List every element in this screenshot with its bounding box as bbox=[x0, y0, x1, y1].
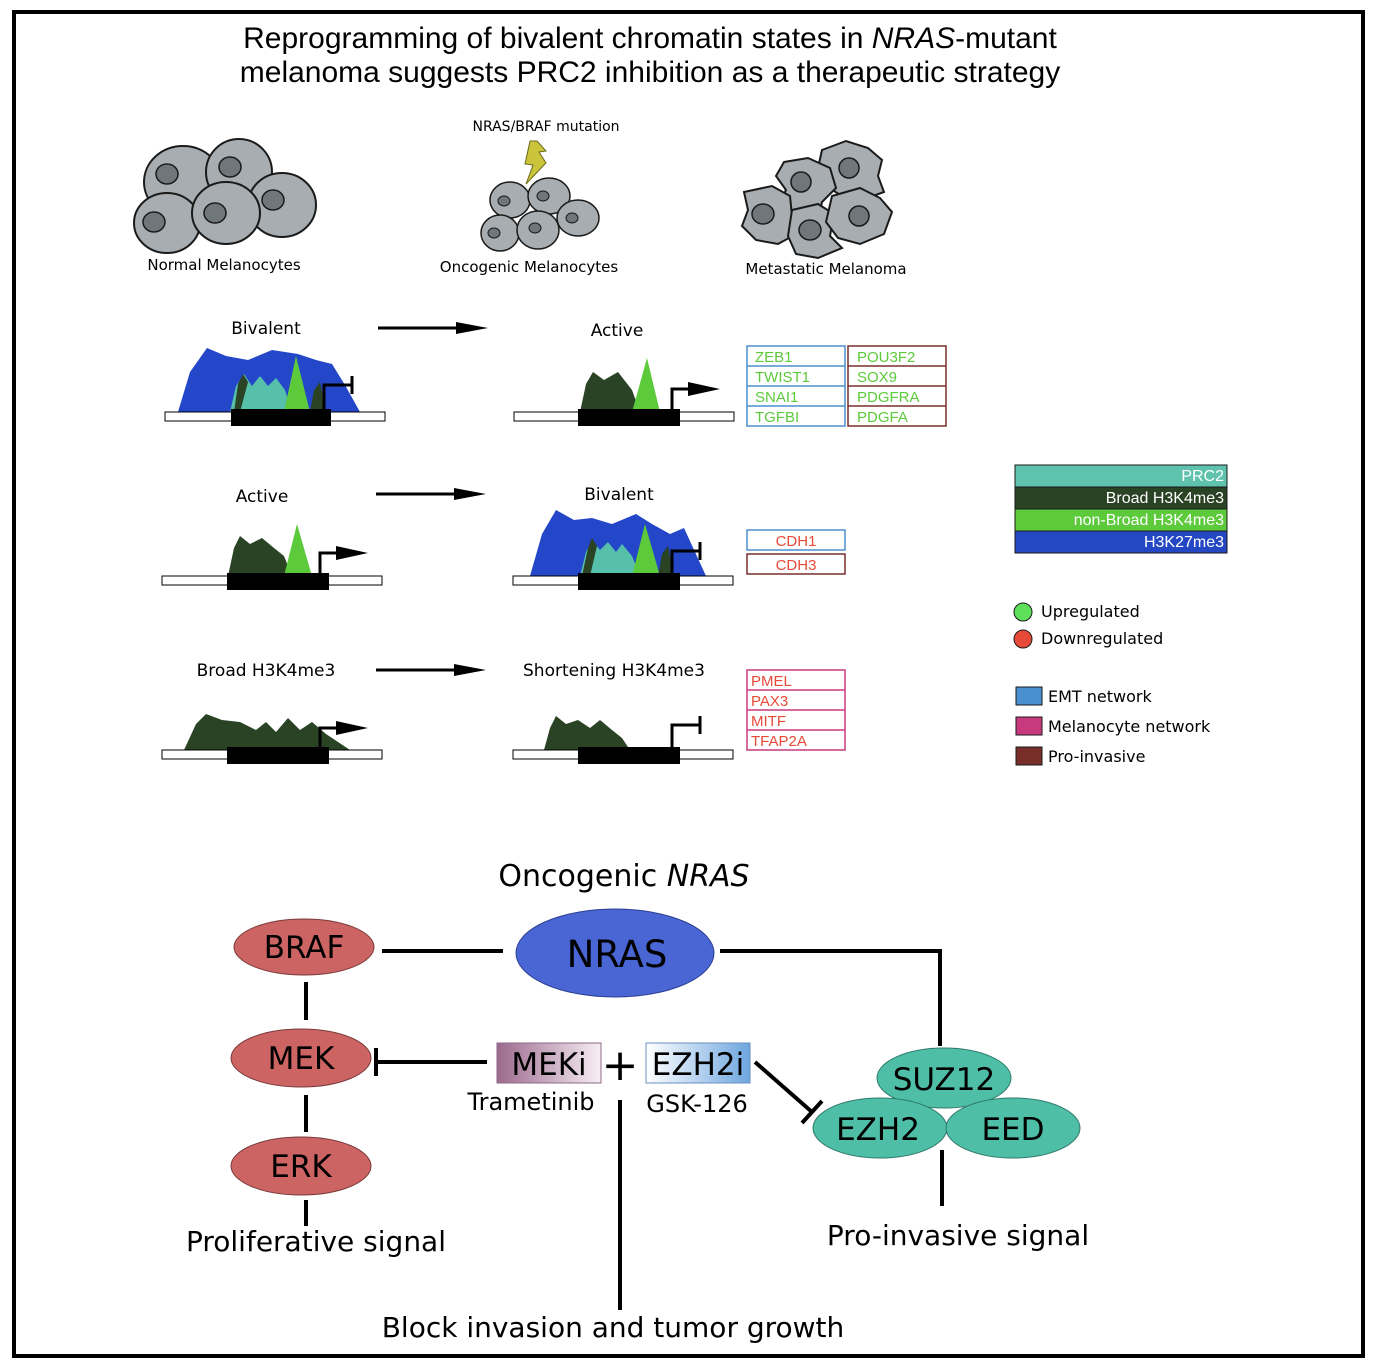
lightning-icon bbox=[524, 140, 547, 185]
normal-melanocytes-illustration bbox=[133, 138, 317, 254]
suz12-node bbox=[876, 1047, 1012, 1109]
metastatic-melanoma-label: Metastatic Melanoma bbox=[745, 260, 906, 278]
legend-regulation: Upregulated Downregulated bbox=[1013, 602, 1163, 649]
erk-node bbox=[230, 1136, 372, 1196]
row3-broad-locus bbox=[161, 714, 383, 764]
block-invasion-label: Block invasion and tumor growth bbox=[382, 1311, 845, 1344]
erk-label: ERK bbox=[270, 1149, 332, 1185]
pathway-header: Oncogenic NRAS bbox=[498, 859, 749, 894]
row3-shortening-locus bbox=[512, 716, 734, 764]
normal-nuclei bbox=[142, 156, 285, 233]
gene-cdh3: CDH3 bbox=[776, 557, 817, 574]
title-line-2: melanoma suggests PRC2 inhibition as a t… bbox=[240, 56, 1060, 89]
proliferative-signal-label: Proliferative signal bbox=[186, 1225, 446, 1258]
oncogenic-nuclei bbox=[487, 190, 579, 239]
row1-to-label: Active bbox=[591, 321, 644, 341]
mek-label: MEK bbox=[268, 1041, 335, 1077]
metastatic-nuclei bbox=[751, 157, 870, 241]
ezh2i-box bbox=[645, 1042, 751, 1084]
legend-broad-h3k4me3: Broad H3K4me3 bbox=[1106, 490, 1224, 507]
row3-arrow-head bbox=[454, 664, 486, 676]
gene-twist1: TWIST1 bbox=[755, 369, 810, 386]
nras-label: NRAS bbox=[567, 933, 668, 976]
gene-tgfbi: TGFBI bbox=[755, 409, 799, 426]
outer-frame bbox=[12, 10, 1365, 1358]
normal-melanocytes-label: Normal Melanocytes bbox=[147, 256, 300, 274]
ezh2-label: EZH2 bbox=[836, 1112, 920, 1148]
row1-arrow-head bbox=[456, 322, 488, 334]
row1-active-locus bbox=[513, 358, 735, 426]
plus-sign: + bbox=[602, 1040, 639, 1091]
eed-label: EED bbox=[981, 1112, 1044, 1148]
row3-gene-table-melanocyte: PMEL PAX3 MITF TFAP2A bbox=[746, 669, 846, 751]
braf-label: BRAF bbox=[264, 930, 345, 966]
row2-arrow-head bbox=[454, 488, 486, 500]
ezh2i-label: EZH2i bbox=[652, 1047, 744, 1083]
row1-from-label: Bivalent bbox=[231, 319, 301, 339]
row3-from-label: Broad H3K4me3 bbox=[197, 661, 336, 681]
legend-non-broad-h3k4me3: non-Broad H3K4me3 bbox=[1074, 512, 1224, 529]
proinvasive-swatch bbox=[1015, 746, 1043, 766]
legend-prc2: PRC2 bbox=[1181, 468, 1224, 485]
braf-node bbox=[233, 918, 375, 976]
gene-pou3f2: POU3F2 bbox=[857, 349, 915, 366]
nras-node bbox=[515, 908, 715, 998]
suz12-label: SUZ12 bbox=[893, 1062, 996, 1098]
row2-active-locus bbox=[161, 524, 383, 590]
legend-upregulated: Upregulated bbox=[1041, 602, 1140, 621]
legend-networks: EMT network Melanocyte network Pro-invas… bbox=[1015, 686, 1211, 766]
proinvasive-signal-label: Pro-invasive signal bbox=[827, 1219, 1089, 1252]
oncogenic-melanocytes-label: Oncogenic Melanocytes bbox=[440, 258, 619, 276]
gene-pdgfa: PDGFA bbox=[857, 409, 908, 426]
gene-pmel: PMEL bbox=[751, 673, 792, 690]
emt-swatch bbox=[1015, 686, 1043, 706]
gene-pax3: PAX3 bbox=[751, 693, 788, 710]
eed-node bbox=[945, 1097, 1081, 1159]
trametinib-label: Trametinib bbox=[466, 1088, 594, 1116]
row1-bivalent-locus bbox=[164, 348, 386, 426]
row2-bivalent-locus bbox=[512, 510, 734, 590]
metastatic-melanoma-illustration bbox=[740, 139, 894, 260]
oncogenic-melanocytes-illustration bbox=[480, 177, 600, 252]
melanocyte-swatch bbox=[1015, 716, 1043, 736]
row3-to-label: Shortening H3K4me3 bbox=[523, 661, 705, 681]
row2-to-label: Bivalent bbox=[584, 485, 654, 505]
meki-label: MEKi bbox=[511, 1047, 586, 1083]
downregulated-dot bbox=[1013, 629, 1033, 649]
title-line-1: Reprogramming of bivalent chromatin stat… bbox=[243, 22, 1057, 55]
mek-node bbox=[230, 1028, 372, 1088]
legend-h3k27me3: H3K27me3 bbox=[1144, 534, 1224, 551]
gene-pdgfra: PDGFRA bbox=[857, 389, 920, 406]
meki-box bbox=[496, 1042, 602, 1084]
row2-from-label: Active bbox=[236, 487, 289, 507]
gsk126-label: GSK-126 bbox=[646, 1090, 748, 1118]
row1-gene-table-proinvasive: POU3F2 SOX9 PDGFRA PDGFA bbox=[847, 345, 947, 427]
legend-melanocyte: Melanocyte network bbox=[1048, 717, 1211, 736]
gene-sox9: SOX9 bbox=[857, 369, 897, 386]
upregulated-dot bbox=[1013, 602, 1033, 622]
mutation-label: NRAS/BRAF mutation bbox=[472, 119, 619, 135]
row1-gene-table-emt: ZEB1 TWIST1 SNAI1 TGFBI bbox=[746, 345, 846, 427]
gene-zeb1: ZEB1 bbox=[755, 349, 793, 366]
legend-emt: EMT network bbox=[1048, 687, 1152, 706]
gene-snai1: SNAI1 bbox=[755, 389, 798, 406]
pathway-lines bbox=[304, 949, 944, 1310]
row2-gene-table: CDH1 CDH3 bbox=[746, 529, 846, 575]
legend-proinvasive: Pro-invasive bbox=[1048, 747, 1145, 766]
legend-tracks: PRC2 Broad H3K4me3 non-Broad H3K4me3 H3K… bbox=[1014, 464, 1228, 554]
gene-mitf: MITF bbox=[751, 713, 786, 730]
gene-tfap2a: TFAP2A bbox=[751, 733, 807, 750]
gene-cdh1: CDH1 bbox=[776, 533, 817, 550]
legend-downregulated: Downregulated bbox=[1041, 629, 1163, 648]
